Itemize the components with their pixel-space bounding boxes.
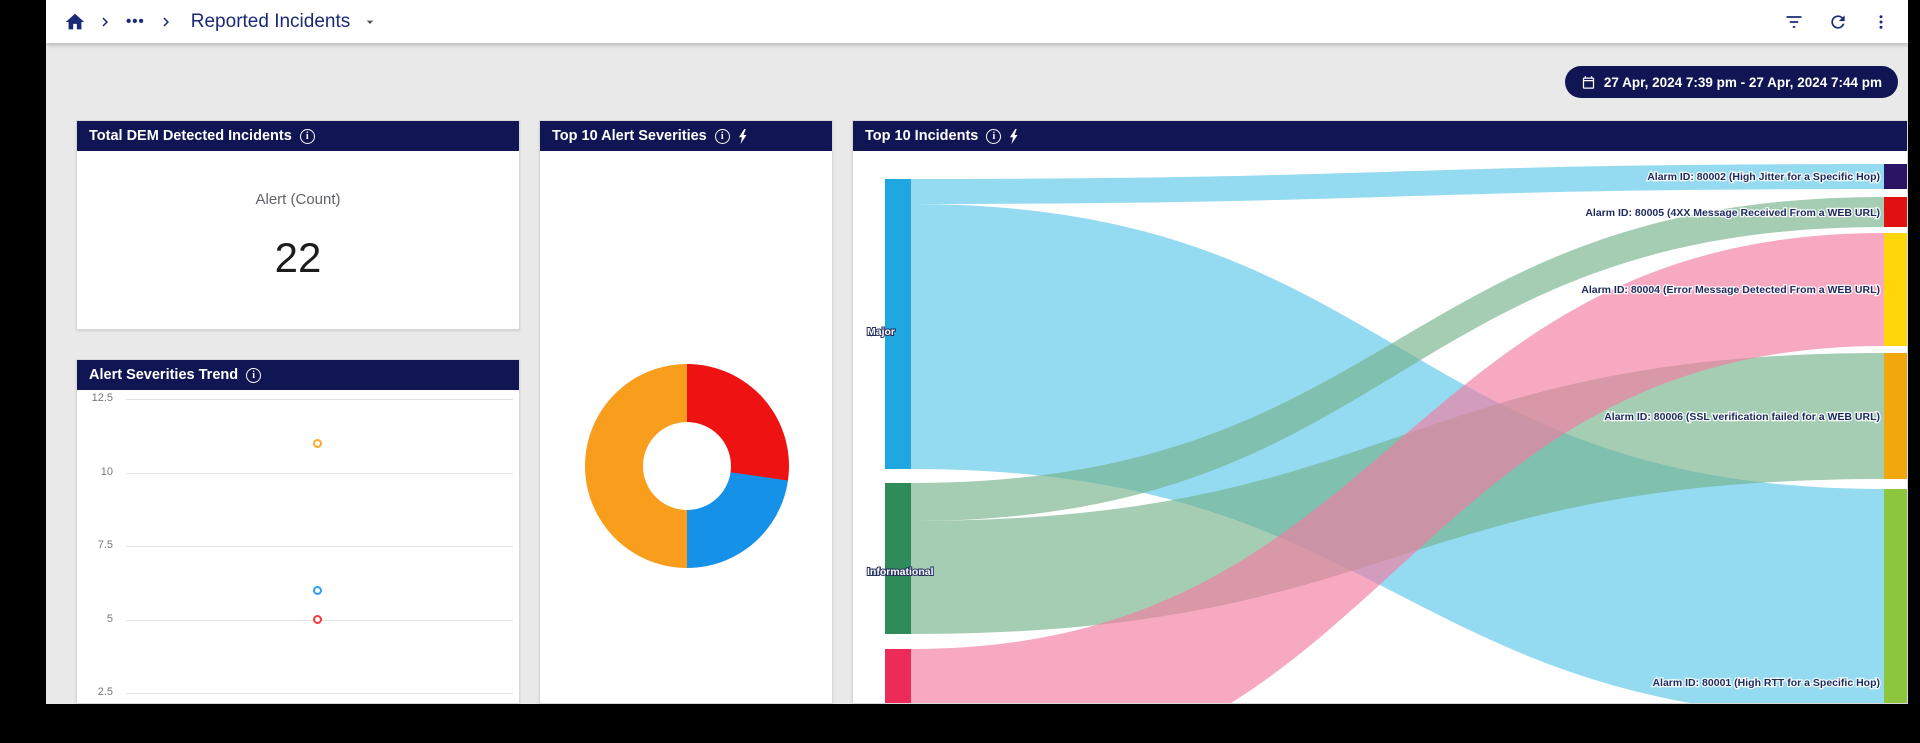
sankey-target-node[interactable] [1884,164,1907,189]
panel-title: Total DEM Detected Incidents [89,128,292,144]
sankey-chart[interactable]: Major Informational Alarm ID: 80002 (High … [853,151,1907,704]
breadcrumb-ellipsis-button[interactable]: ••• [126,13,145,30]
home-icon[interactable] [64,11,86,33]
donut-hole [643,422,731,510]
panel-title: Top 10 Incidents [865,128,979,144]
gridline [126,472,513,474]
kebab-menu-icon[interactable] [1872,13,1890,31]
panel-title: Alert Severities Trend [89,367,239,383]
info-icon[interactable]: i [714,128,730,144]
sankey-link[interactable] [911,164,1884,204]
y-tick-label: 7.5 [97,539,113,551]
top-bar: ••• Reported Incidents [46,0,1908,43]
panel-total-dem-incidents: Total DEM Detected Incidents i Alert (Co… [76,120,520,330]
gridline [126,546,513,547]
y-tick-label: 5 [106,612,113,625]
sankey-target-label: Alarm ID: 80001 (High RTT for a Specific… [1652,677,1880,689]
metric-value: 22 [274,234,322,281]
sankey-link[interactable] [911,197,1884,521]
gridline [126,399,513,400]
sankey-source-label: Informational [867,566,934,578]
sankey-source-node[interactable] [885,179,911,469]
app-window: ••• Reported Incidents [46,0,1908,704]
calendar-icon [1581,75,1596,90]
dashboard-content: 27 Apr, 2024 7:39 pm - 27 Apr, 2024 7:44… [46,43,1908,704]
y-tick-label: 2.5 [97,686,113,698]
lightning-bolt-icon [1009,128,1020,144]
trend-point-severity-orange[interactable] [312,438,322,448]
y-tick-label: 10 [100,465,113,478]
sankey-target-label: Alarm ID: 80005 (4XX Message Received Fr… [1585,207,1880,219]
sankey-target-label: Alarm ID: 80006 (SSL verification failed… [1604,411,1880,423]
dropdown-caret-icon[interactable] [362,14,378,30]
sankey-link[interactable] [911,233,1884,704]
donut-chart[interactable] [585,364,789,568]
info-icon[interactable]: i [986,128,1002,144]
panel-alert-severities-trend: Alert Severities Trend i 12.5 10 7.5 5 2.5 [76,359,520,704]
sankey-target-label: Alarm ID: 80004 (Error Message Detected … [1581,284,1880,296]
panel-top10-alert-severities: Top 10 Alert Severities i [539,120,833,704]
gridline [126,693,513,694]
top-bar-actions [1784,12,1908,32]
sankey-source-node[interactable] [885,483,911,634]
panel-title: Top 10 Alert Severities [552,128,707,144]
trend-chart[interactable]: 12.5 10 7.5 5 2.5 [77,390,519,703]
sankey-source-label: Major [867,326,895,338]
refresh-icon[interactable] [1828,12,1848,32]
chevron-right-icon [157,13,175,31]
info-icon[interactable]: i [299,128,315,144]
panel-top10-incidents: Top 10 Incidents i Major Informational Ala… [852,120,1908,704]
sankey-target-label: Alarm ID: 80002 (High Jitter for a Speci… [1647,171,1880,183]
y-tick-label: 12.5 [91,392,113,404]
breadcrumb: ••• Reported Incidents [46,11,378,33]
sankey-target-node[interactable] [1884,489,1907,704]
sankey-target-node[interactable] [1884,197,1907,227]
info-icon[interactable]: i [246,367,262,383]
metric-label: Alert (Count) [255,191,341,208]
panel-header: Top 10 Incidents i [853,121,1907,151]
trend-point-severity-blue[interactable] [312,585,322,595]
date-range-picker[interactable]: 27 Apr, 2024 7:39 pm - 27 Apr, 2024 7:44… [1564,66,1898,98]
panel-header: Total DEM Detected Incidents i [77,121,519,151]
panel-header: Alert Severities Trend i [77,360,519,390]
panel-header: Top 10 Alert Severities i [540,121,832,151]
chevron-right-icon [96,13,114,31]
lightning-bolt-icon [738,128,749,144]
metric-body: Alert (Count) 22 [77,191,519,282]
page-title[interactable]: Reported Incidents [190,10,351,32]
sankey-target-node[interactable] [1884,353,1907,479]
trend-point-severity-red[interactable] [312,615,322,624]
sankey-body: Major Informational Alarm ID: 80002 (High … [853,151,1907,704]
sankey-target-node[interactable] [1884,233,1907,346]
filter-icon[interactable] [1784,12,1804,32]
sankey-source-node[interactable] [885,649,911,704]
date-range-text: 27 Apr, 2024 7:39 pm - 27 Apr, 2024 7:44… [1603,74,1882,90]
